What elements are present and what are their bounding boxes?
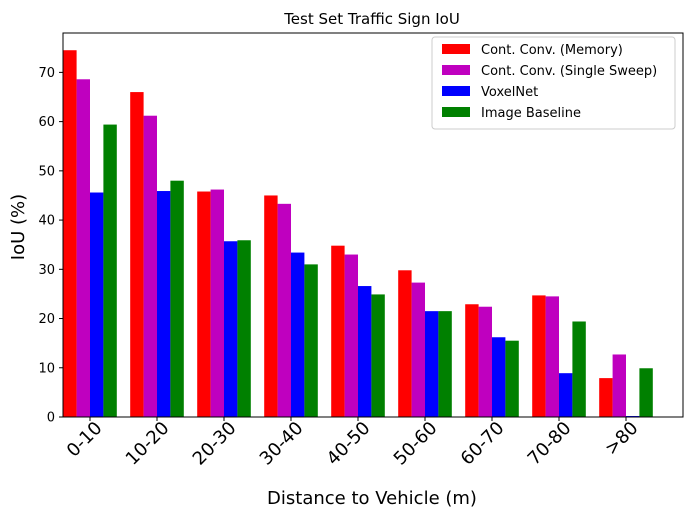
legend-swatch — [442, 65, 470, 75]
bar-0-4 — [331, 245, 345, 417]
bar-3-0 — [103, 124, 117, 417]
plot-area — [63, 50, 653, 418]
bar-2-6 — [492, 337, 506, 417]
bar-1-8 — [612, 354, 626, 417]
y-tick-label: 60 — [38, 115, 55, 130]
bar-2-0 — [90, 192, 104, 417]
y-axis-label: IoU (%) — [8, 194, 29, 260]
bar-1-1 — [143, 115, 157, 418]
y-tick-label: 0 — [47, 411, 55, 426]
y-tick-label: 40 — [38, 214, 55, 229]
bar-0-6 — [465, 304, 479, 417]
bar-3-5 — [438, 311, 452, 417]
x-tick-label: 20-30 — [189, 418, 241, 470]
legend: Cont. Conv. (Memory) Cont. Conv. (Single … — [431, 36, 676, 130]
chart-title: Test Set Traffic Sign IoU — [283, 10, 460, 28]
x-axis-label: Distance to Vehicle (m) — [267, 488, 477, 509]
legend-swatch — [442, 44, 470, 54]
legend-box — [431, 36, 676, 130]
bar-3-2 — [237, 240, 251, 417]
legend-label: Cont. Conv. (Memory) — [481, 43, 623, 58]
bar-3-1 — [170, 180, 184, 417]
bar-1-5 — [411, 282, 425, 417]
x-tick-label: 50-60 — [390, 418, 442, 470]
bar-2-5 — [425, 311, 439, 417]
bar-2-4 — [358, 286, 372, 417]
y-tick-label: 20 — [38, 312, 55, 327]
bar-0-3 — [264, 195, 278, 417]
bar-0-7 — [532, 295, 546, 417]
bar-2-3 — [291, 252, 305, 417]
bar-3-3 — [304, 264, 318, 417]
bar-0-5 — [398, 270, 412, 417]
bar-3-7 — [572, 321, 586, 417]
x-tick-label: 10-20 — [122, 418, 174, 470]
x-tick-label: 70-80 — [524, 418, 576, 470]
x-tick-label: 40-50 — [323, 418, 375, 470]
bar-2-2 — [224, 241, 238, 417]
x-tick-label: >80 — [601, 418, 643, 460]
legend-label: Cont. Conv. (Single Sweep) — [481, 64, 657, 79]
y-tick-label: 70 — [38, 66, 55, 81]
axes-frame — [62, 32, 684, 418]
bar-0-8 — [599, 378, 613, 417]
bar-1-0 — [76, 79, 90, 417]
x-tick-label: 30-40 — [256, 418, 308, 470]
bar-1-7 — [545, 296, 559, 417]
bar-3-8 — [639, 368, 653, 417]
bar-0-0 — [63, 50, 77, 417]
bar-3-4 — [371, 294, 385, 417]
legend-label: VoxelNet — [481, 85, 538, 100]
legend-label: Image Baseline — [481, 106, 581, 121]
bar-0-1 — [130, 92, 144, 417]
x-tick-label: 60-70 — [457, 418, 509, 470]
bar-0-2 — [197, 191, 211, 417]
x-tick-label: 0-10 — [63, 418, 107, 462]
bar-1-4 — [344, 254, 358, 417]
y-tick-label: 30 — [38, 263, 55, 278]
y-tick-label: 50 — [38, 164, 55, 179]
bar-2-1 — [157, 191, 171, 417]
bar-1-6 — [478, 306, 492, 417]
bar-1-3 — [277, 203, 291, 417]
legend-swatch — [442, 86, 470, 96]
y-tick-label: 10 — [38, 361, 55, 376]
bar-3-6 — [505, 340, 519, 417]
bar-2-7 — [559, 373, 573, 417]
bar-1-2 — [210, 189, 224, 417]
legend-swatch — [442, 107, 470, 117]
